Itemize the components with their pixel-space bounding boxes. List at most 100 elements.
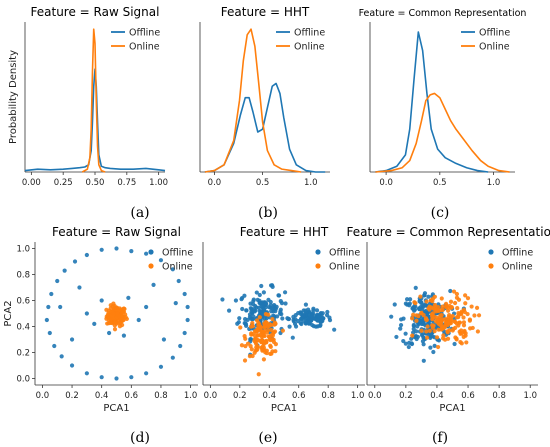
- scatter-point: [427, 328, 432, 333]
- scatter-point: [435, 344, 441, 350]
- scatter-point: [283, 301, 288, 306]
- scatter-point: [443, 319, 449, 324]
- legend-swatch-offline: [148, 249, 154, 255]
- scatter-point: [182, 330, 187, 336]
- scatter-point: [430, 299, 435, 304]
- scatter-point: [462, 309, 467, 315]
- x-tick-label: 1.0: [184, 391, 198, 401]
- scatter-point: [99, 247, 104, 252]
- scatter-point: [413, 285, 418, 290]
- legend-label-offline: Offline: [329, 248, 360, 259]
- legend-label-offline: Offline: [479, 28, 510, 39]
- scatter-point: [173, 301, 178, 306]
- scatter-point: [254, 290, 259, 295]
- legend-label-offline: Offline: [162, 248, 193, 259]
- scatter-point: [431, 323, 436, 328]
- density-line-offline: [375, 31, 489, 173]
- series-offline: [389, 285, 466, 363]
- scatter-point: [428, 345, 433, 350]
- scatter-point: [435, 335, 440, 340]
- scatter-point: [409, 341, 414, 346]
- scatter-point: [267, 334, 272, 339]
- scatter-point: [106, 330, 112, 336]
- scatter-point: [432, 343, 437, 348]
- scatter-point: [315, 318, 320, 323]
- scatter-point: [440, 304, 445, 309]
- scatter-point: [447, 313, 452, 318]
- density-line-offline: [24, 68, 166, 172]
- scatter-point: [408, 297, 413, 302]
- scatter-point: [158, 258, 164, 263]
- y-tick-label: 0.2: [16, 349, 30, 359]
- x-axis-label: PCA1: [439, 403, 465, 414]
- x-tick-label: 1.00: [149, 178, 168, 188]
- scatter-point: [271, 313, 276, 318]
- scatter-point: [256, 372, 261, 377]
- scatter-point: [273, 306, 278, 311]
- scatter-point: [256, 320, 261, 325]
- x-tick-label: 0.6: [292, 391, 306, 401]
- scatter-point: [257, 292, 262, 298]
- x-tick-label: 0.8: [492, 391, 506, 401]
- scatter-point: [418, 294, 423, 299]
- scatter-point: [392, 302, 397, 307]
- scatter-point: [263, 301, 268, 306]
- scatter-point: [316, 313, 321, 319]
- scatter-point: [271, 339, 277, 345]
- scatter-point: [238, 325, 243, 330]
- scatter-point: [410, 306, 415, 311]
- panel-a: Feature = Raw Signal 0.00 0.25 0.50 0.75 1.00…: [8, 5, 168, 221]
- scatter-point: [182, 291, 187, 297]
- scatter-point: [311, 308, 316, 313]
- scatter-point: [452, 341, 457, 347]
- legend-swatch-online: [315, 263, 321, 269]
- scatter-point: [262, 333, 267, 339]
- x-tick-label: 0.8: [321, 391, 335, 401]
- scatter-point: [461, 315, 466, 320]
- scatter-point: [270, 306, 275, 311]
- scatter-point: [282, 290, 288, 295]
- scatter-point: [456, 314, 461, 319]
- scatter-point: [475, 329, 480, 334]
- scatter-point: [424, 335, 430, 340]
- scatter-point: [398, 326, 403, 331]
- x-tick-label: 0.2: [65, 391, 79, 401]
- density-line-online: [204, 28, 302, 173]
- x-axis-label: PCA1: [271, 403, 297, 414]
- scatter-point: [242, 333, 247, 339]
- legend-label-online: Online: [479, 42, 510, 53]
- scatter-point: [251, 297, 256, 302]
- x-tick-label: 0.0: [379, 178, 393, 188]
- scatter-point: [111, 311, 116, 317]
- scatter-point: [116, 321, 122, 326]
- scatter-point: [452, 300, 458, 306]
- scatter-point: [461, 320, 467, 325]
- scatter-point: [242, 358, 248, 363]
- x-tick-label: 0.2: [233, 391, 247, 401]
- scatter-point: [287, 324, 292, 329]
- legend-label-offline: Offline: [502, 248, 533, 259]
- legend-label-online: Online: [329, 262, 360, 273]
- scatter-point: [236, 320, 241, 325]
- series-offline: [44, 246, 190, 381]
- series-online: [104, 301, 129, 332]
- scatter-point: [251, 302, 256, 307]
- scatter-point: [260, 344, 265, 349]
- scatter-point: [301, 313, 306, 318]
- scatter-point: [447, 303, 452, 309]
- scatter-point: [52, 343, 57, 349]
- scatter-point: [59, 354, 64, 359]
- scatter-point: [442, 337, 448, 342]
- scatter-point: [255, 347, 260, 352]
- scatter-point: [461, 323, 467, 328]
- panel-caption: (e): [258, 430, 277, 446]
- legend-label-offline: Offline: [129, 28, 160, 39]
- scatter-point: [129, 249, 134, 254]
- scatter-point: [419, 328, 424, 333]
- legend-swatch-offline: [315, 249, 321, 255]
- scatter-point: [450, 313, 455, 319]
- scatter-point: [440, 324, 446, 329]
- scatter-point: [110, 315, 115, 321]
- scatter-point: [272, 329, 278, 334]
- scatter-point: [454, 337, 459, 342]
